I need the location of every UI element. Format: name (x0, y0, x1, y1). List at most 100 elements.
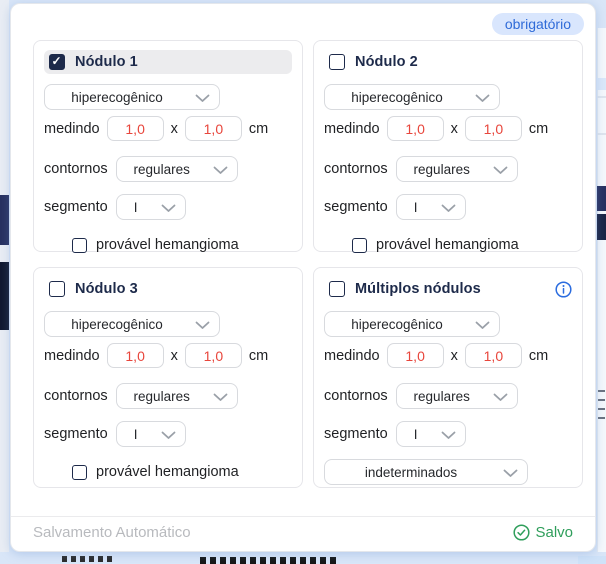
chevron-down-icon (195, 321, 210, 330)
chevron-down-icon (161, 431, 176, 440)
hemangioma-row: provável hemangioma (324, 237, 572, 253)
indeterminate-select[interactable]: indeterminados (324, 459, 528, 485)
hemangioma-label: provável hemangioma (376, 237, 519, 253)
multiple-nodules-checkbox[interactable] (329, 281, 345, 297)
contours-select[interactable]: regulares (395, 383, 518, 409)
segment-label: segmento (44, 199, 108, 215)
nodules-modal: obrigatório Nódulo 1 hiperecogênico medi… (10, 3, 596, 552)
contours-select[interactable]: regulares (115, 383, 238, 409)
indeterminate-value: indeterminados (364, 464, 458, 480)
dimension-width-input[interactable] (386, 343, 444, 368)
check-circle-icon (513, 524, 531, 541)
nodule-2-header: Nódulo 2 (324, 50, 572, 74)
measure-row: medindo x cm (324, 116, 572, 141)
measure-separator: x (450, 347, 458, 364)
segment-label: segmento (44, 426, 108, 442)
measure-row: medindo x cm (44, 343, 292, 368)
hemangioma-row: provável hemangioma (44, 237, 292, 253)
contours-row: contornos regulares (324, 383, 572, 409)
echogenicity-select[interactable]: hiperecogênico (324, 84, 500, 110)
contours-select[interactable]: regulares (395, 156, 518, 182)
measure-row: medindo x cm (324, 343, 572, 368)
required-badge: obrigatório (491, 13, 584, 35)
segment-row: segmento I (324, 194, 572, 220)
segment-select[interactable]: I (395, 194, 466, 220)
measure-label: medindo (44, 120, 100, 137)
nodule-2-checkbox[interactable] (329, 54, 345, 70)
contours-value: regulares (413, 388, 470, 404)
contours-row: contornos regulares (44, 383, 292, 409)
segment-value: I (413, 426, 418, 442)
segment-label: segmento (324, 199, 388, 215)
contours-value: regulares (413, 161, 470, 177)
echogenicity-value: hiperecogênico (71, 89, 163, 105)
measure-separator: x (450, 120, 458, 137)
echogenicity-value: hiperecogênico (71, 316, 163, 332)
background-page-fragment (597, 28, 606, 552)
dimension-height-input[interactable] (464, 343, 522, 368)
nodule-1-header: Nódulo 1 (44, 50, 292, 74)
echogenicity-value: hiperecogênico (351, 89, 443, 105)
hemangioma-checkbox[interactable] (352, 237, 367, 253)
modal-footer: Salvamento Automático Salvo (11, 524, 595, 541)
chevron-down-icon (493, 166, 508, 175)
hemangioma-label: provável hemangioma (96, 464, 239, 480)
hemangioma-label: provável hemangioma (96, 237, 239, 253)
nodule-2-title: Nódulo 2 (355, 54, 418, 70)
saved-label: Salvo (535, 524, 573, 541)
chevron-down-icon (195, 94, 210, 103)
nodule-3-header: Nódulo 3 (44, 277, 292, 301)
contours-label: contornos (324, 388, 388, 404)
contours-label: contornos (44, 161, 108, 177)
dimension-height-input[interactable] (184, 116, 242, 141)
segment-select[interactable]: I (115, 194, 186, 220)
nodule-1-checkbox[interactable] (49, 54, 65, 70)
background-page-fragment (200, 557, 338, 564)
segment-row: segmento I (44, 421, 292, 447)
dimension-height-input[interactable] (464, 116, 522, 141)
echogenicity-select[interactable]: hiperecogênico (324, 311, 500, 337)
contours-select[interactable]: regulares (115, 156, 238, 182)
segment-row: segmento I (324, 421, 572, 447)
measure-unit: cm (248, 120, 269, 137)
measure-separator: x (170, 347, 178, 364)
background-page-fragment (62, 556, 112, 562)
contours-label: contornos (324, 161, 388, 177)
chevron-down-icon (475, 321, 490, 330)
nodule-3-title: Nódulo 3 (75, 281, 138, 297)
echogenicity-select[interactable]: hiperecogênico (44, 311, 220, 337)
chevron-down-icon (493, 393, 508, 402)
background-page-fragment (597, 214, 606, 240)
dimension-width-input[interactable] (386, 116, 444, 141)
hemangioma-checkbox[interactable] (72, 464, 87, 480)
echogenicity-select[interactable]: hiperecogênico (44, 84, 220, 110)
background-page-fragment (597, 96, 606, 98)
contours-value: regulares (133, 161, 190, 177)
contours-row: contornos regulares (44, 156, 292, 182)
dimension-width-input[interactable] (106, 116, 164, 141)
background-page-fragment (578, 556, 606, 564)
nodule-3-panel: Nódulo 3 hiperecogênico medindo x cm con… (33, 267, 303, 488)
multiple-nodules-title: Múltiplos nódulos (355, 281, 481, 297)
info-icon[interactable] (555, 281, 572, 298)
segment-select[interactable]: I (115, 421, 186, 447)
dimension-width-input[interactable] (106, 343, 164, 368)
dimension-height-input[interactable] (184, 343, 242, 368)
background-page-fragment (0, 195, 9, 245)
contours-value: regulares (133, 388, 190, 404)
hemangioma-row: provável hemangioma (44, 464, 292, 480)
measure-unit: cm (528, 120, 549, 137)
footer-divider (11, 516, 595, 517)
nodule-3-checkbox[interactable] (49, 281, 65, 297)
hemangioma-checkbox[interactable] (72, 237, 87, 253)
chevron-down-icon (161, 204, 176, 213)
background-page-fragment (597, 78, 606, 90)
nodule-1-title: Nódulo 1 (75, 54, 138, 70)
background-page-fragment (0, 262, 9, 330)
background-page-fragment (597, 133, 606, 135)
segment-select[interactable]: I (395, 421, 466, 447)
multiple-nodules-panel: Múltiplos nódulos hiperecogênico medindo… (313, 267, 583, 488)
chevron-down-icon (213, 393, 228, 402)
measure-row: medindo x cm (44, 116, 292, 141)
